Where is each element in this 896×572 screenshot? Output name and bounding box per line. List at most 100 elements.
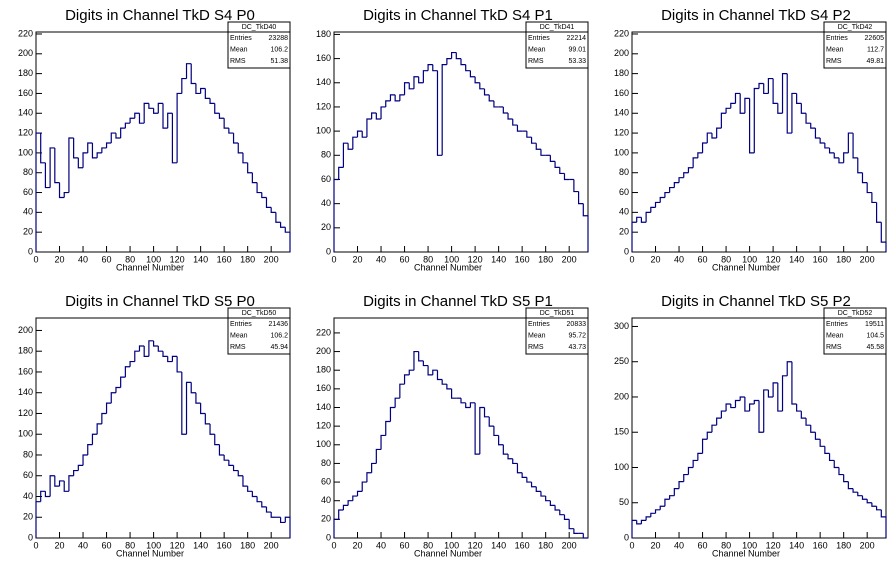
stats-value: 53.33 — [568, 58, 586, 65]
stats-value: 106.2 — [270, 332, 288, 339]
histogram-bin — [465, 402, 471, 409]
x-tick-label: 200 — [860, 540, 875, 550]
histogram-bin — [347, 500, 353, 506]
histogram-bin — [772, 78, 778, 104]
stats-label: Mean — [230, 46, 248, 53]
histogram-bin — [101, 412, 107, 424]
y-tick-label: 140 — [18, 108, 33, 118]
stats-value: 21436 — [269, 321, 289, 328]
stats-label: Entries — [528, 35, 550, 42]
histogram-bin — [847, 481, 854, 490]
x-tick-label: 140 — [193, 540, 208, 550]
y-tick-label: 60 — [619, 187, 629, 197]
y-tick-label: 250 — [614, 356, 629, 366]
histogram-bin — [838, 467, 844, 476]
stats-frame — [227, 307, 291, 355]
stats-value: 20833 — [567, 321, 587, 328]
histogram-bin — [847, 132, 854, 153]
y-tick-label: 20 — [321, 514, 331, 524]
histogram-bin — [843, 474, 849, 483]
histogram-bin — [54, 147, 60, 184]
histogram-bin — [138, 345, 145, 352]
histogram-panel: Digits in Channel TkD S4 P1 0 20 40 60 80 100 1… — [316, 7, 589, 272]
histogram-bin — [526, 131, 532, 138]
x-tick-label: 40 — [78, 254, 88, 264]
histogram-bin — [521, 472, 527, 479]
x-tick-label: 100 — [444, 540, 459, 550]
histogram-bin — [659, 196, 665, 203]
histogram-bin — [162, 351, 168, 357]
histogram-bin — [664, 191, 670, 198]
histogram-bin — [232, 133, 239, 144]
x-tick-label: 120 — [170, 254, 185, 264]
histogram-bin — [68, 137, 74, 193]
y-tick-label: 140 — [316, 402, 331, 412]
histogram-bin — [389, 94, 396, 101]
histogram-bin — [115, 386, 121, 393]
histogram-bin — [559, 167, 565, 175]
histogram-bin — [82, 454, 88, 466]
histogram-bin — [828, 453, 835, 462]
y-tick-label: 50 — [619, 497, 629, 507]
x-tick-label: 120 — [170, 540, 185, 550]
y-tick-label: 180 — [614, 68, 629, 78]
histogram-bin — [488, 94, 494, 102]
histogram-bin — [120, 127, 126, 139]
histogram-bin — [640, 217, 647, 223]
histogram-bin — [833, 152, 839, 159]
y-tick-label: 120 — [614, 127, 629, 137]
histogram-bin — [209, 98, 215, 104]
histogram-bin — [554, 505, 560, 511]
histogram-bin — [730, 404, 736, 409]
histogram-bin — [432, 369, 438, 375]
histogram-bin — [422, 360, 429, 367]
histogram-bin — [631, 519, 637, 538]
stats-frame — [823, 21, 887, 69]
stats-box: DC_TkD50 Entries 21436 Mean 106.2 RMS 45.94 — [227, 307, 291, 355]
histogram-bin — [200, 403, 206, 415]
histogram-bin — [753, 87, 759, 153]
stats-frame — [525, 21, 589, 69]
y-tick-label: 20 — [23, 512, 33, 522]
histogram-bin — [777, 382, 783, 412]
histogram-bin — [659, 505, 665, 510]
histogram-bin — [441, 379, 447, 385]
histogram-bin — [63, 480, 69, 492]
y-tick-label: 0 — [28, 532, 33, 542]
histogram-bin — [701, 438, 708, 454]
x-tick-label: 20 — [55, 540, 65, 550]
x-tick-label: 100 — [742, 254, 757, 264]
histogram-bin — [110, 392, 116, 404]
y-tick-label: 100 — [614, 147, 629, 157]
histogram-bin — [654, 201, 661, 208]
histogram-bin — [218, 113, 225, 119]
y-tick-label: 120 — [18, 408, 33, 418]
histogram-bin — [526, 477, 532, 483]
y-tick-label: 120 — [316, 101, 331, 111]
histogram-bin — [218, 444, 225, 456]
histogram-bin — [162, 103, 168, 129]
x-tick-label: 100 — [146, 540, 161, 550]
histogram-bin — [767, 389, 774, 398]
histogram-bin — [545, 496, 551, 502]
histogram-bin — [68, 475, 74, 492]
x-tick-label: 60 — [400, 540, 410, 550]
histogram-bin — [385, 100, 391, 107]
histogram-bin — [568, 519, 574, 530]
histogram-bin — [488, 416, 494, 427]
x-axis-label: Channel Number — [712, 262, 780, 272]
histogram-bin — [725, 107, 731, 114]
stats-label: Entries — [826, 321, 848, 328]
histogram-bin — [275, 212, 281, 223]
histogram-bin — [171, 113, 178, 164]
y-tick-label: 200 — [18, 48, 33, 58]
histogram-bin — [687, 466, 694, 475]
y-tick-label: 100 — [18, 147, 33, 157]
histogram-bin — [96, 423, 102, 435]
histogram-bin — [791, 361, 797, 405]
histogram-bin — [460, 398, 466, 404]
x-tick-label: 160 — [217, 254, 232, 264]
y-tick-label: 0 — [624, 532, 629, 542]
y-tick-label: 20 — [23, 227, 33, 237]
histogram-bin — [805, 418, 811, 426]
